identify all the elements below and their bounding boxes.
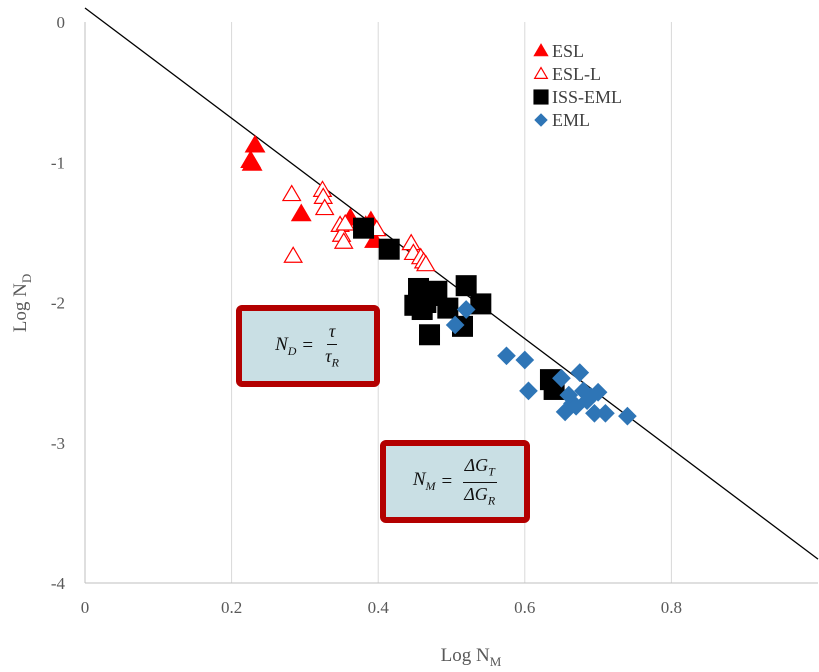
nd-formula: ND = τ τR [275,321,341,370]
point-eml-17 [618,406,637,426]
point-esl-3 [290,203,312,222]
nd-numerator: τ [326,321,338,346]
point-eml-6 [555,402,575,422]
point-esl-l-7 [333,232,354,249]
point-eml-10 [570,363,590,382]
legend-marker-eml [534,113,548,127]
point-esl-l-0 [281,184,302,202]
point-eml-16 [596,403,615,423]
point-eml-15 [588,382,608,402]
point-eml-4 [519,381,538,401]
point-esl-1 [241,153,263,171]
point-eml-2 [497,346,516,366]
point-esl-l-8 [335,213,356,231]
x-axis-title: Log NM [441,645,502,669]
point-iss-eml-9 [437,297,459,319]
legend-label-iss-eml: ISS-EML [552,87,622,107]
legend-label-eml: EML [552,110,590,130]
point-eml-13 [581,387,601,406]
trendline-group [84,7,819,560]
trendline [84,7,819,560]
legend-marker-esl-l [533,66,549,79]
x-tick-label-3: 0.6 [514,598,535,617]
point-iss-eml-0 [353,217,375,239]
y-axis-title: Log ND [10,274,34,332]
point-esl-l-1 [283,246,304,263]
point-iss-eml-8 [426,280,448,302]
point-eml-0 [445,315,465,335]
legend-label-esl: ESL [552,41,584,61]
nd-equals: = [302,334,314,356]
legend: ESL ESL-L ISS-EML EML [533,41,622,130]
nd-fraction: τ τR [323,321,341,370]
x-tick-label-4: 0.8 [661,598,682,617]
legend-label-esl-l: ESL-L [552,64,601,84]
nm-formula-box: NM = ΔGT ΔGR [380,440,530,523]
point-eml-9 [566,396,586,416]
y-tick-label-3: -3 [51,434,65,453]
point-iss-eml-6 [419,324,441,346]
y-tick-label-0: 0 [57,13,66,32]
gridlines [231,22,672,583]
nd-denominator: τR [325,346,339,370]
legend-marker-iss-eml [533,89,549,105]
point-iss-eml-1 [378,238,400,260]
nd-formula-box: ND = τ τR [236,305,380,387]
legend-marker-esl [533,43,549,57]
x-tick-label-2: 0.4 [368,598,390,617]
point-esl-l-15 [415,254,436,272]
tick-labels: 0 0.2 0.4 0.6 0.8 0 -1 -2 -3 -4 [51,13,682,617]
point-iss-eml-12 [470,293,492,315]
nm-formula: NM = ΔGT ΔGR [413,455,497,508]
y-tick-label-1: -1 [51,153,65,172]
nm-denominator: ΔGR [464,483,496,508]
axes [84,22,818,584]
series-eml [445,300,637,426]
nd-lhs: ND [275,333,297,358]
point-eml-3 [515,350,535,370]
point-esl-l-4 [314,198,335,216]
x-tick-label-0: 0 [81,598,90,617]
point-esl-2 [244,134,266,153]
x-tick-label-1: 0.2 [221,598,242,617]
y-tick-label-4: -4 [51,574,66,593]
point-eml-1 [456,300,476,319]
nm-lhs: NM [412,469,436,493]
nm-equals: = [441,470,453,492]
data-points [240,134,637,426]
series-esl-l [281,180,436,272]
nm-numerator: ΔGT [462,455,497,483]
point-eml-5 [552,368,571,388]
point-iss-eml-11 [455,275,477,297]
y-tick-label-2: -2 [51,294,65,313]
point-eml-14 [585,403,604,423]
nm-fraction: ΔGT ΔGR [462,455,497,508]
